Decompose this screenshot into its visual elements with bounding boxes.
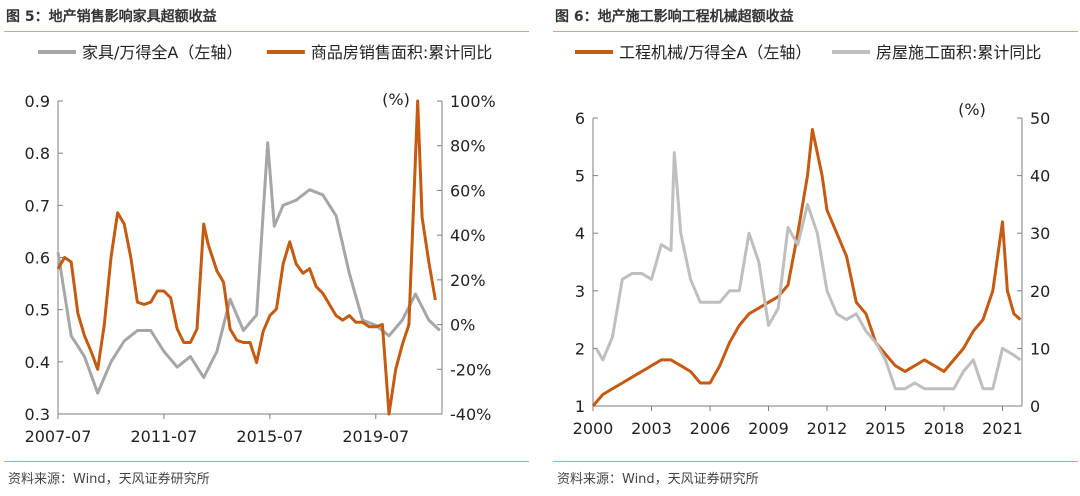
right-tick-label: 40 [1030,167,1050,186]
right-tick-label: 50 [1030,109,1050,128]
legend-label: 家具/万得全A（左轴） [82,43,242,62]
chart-title: 图 6：地产施工影响工程机械超额收益 [555,9,794,25]
x-tick-label: 2000 [573,419,614,438]
right-tick-label: 60% [450,181,486,200]
x-tick-label: 2021 [982,419,1023,438]
legend-item: 家具/万得全A（左轴） [38,43,242,62]
left-tick-label: 0.6 [25,249,50,268]
divider-bottom [553,461,1078,462]
left-tick-label: 2 [575,339,585,358]
left-tick-label: 6 [575,109,585,128]
left-tick-label: 1 [575,397,585,416]
right-tick-label: 0% [450,316,475,335]
x-tick-label: 2003 [631,419,672,438]
line-chart: 家具/万得全A（左轴） 商品房销售面积:累计同比 0.9 0.8 0.7 0.6 0.5 0.… [25,43,496,446]
legend-item: 工程机械/万得全A（左轴） [575,43,811,62]
right-tick-label: 10 [1030,339,1050,358]
left-tick-label: 0.8 [25,144,50,163]
right-tick-label: 100% [450,92,496,111]
source-note: 资料来源：Wind，天风证券研究所 [557,472,759,487]
left-tick-label: 0.4 [25,353,50,372]
series-line [56,99,437,416]
chart-panel-left: 图 5：地产销售影响家具超额收益 家具/万得全A（左轴） 商品房销售面积:累计同比… [4,0,529,496]
divider-top [553,31,1078,32]
series-line [594,151,1022,391]
right-tick-label: 0 [1030,397,1040,416]
x-tick-label: 2015 [865,419,906,438]
left-tick-label: 0.7 [25,196,50,215]
right-tick-label: -40% [450,405,491,424]
x-tick-label: 2006 [690,419,731,438]
left-tick-label: 0.3 [25,405,50,424]
x-tick-label: 2012 [807,419,848,438]
right-tick-label: 20% [450,271,486,290]
divider-bottom [4,461,529,462]
left-tick-label: 4 [575,224,585,243]
legend-label: 商品房销售面积:累计同比 [311,43,492,62]
left-tick-label: 0.9 [25,92,50,111]
unit-label: (%) [958,100,986,119]
divider-top [4,31,529,32]
x-tick-label: 2019-07 [342,427,409,446]
left-tick-label: 5 [575,167,585,186]
right-tick-label: -20% [450,360,491,379]
x-tick-label: 2018 [924,419,965,438]
chart-panel-right: 图 6：地产施工影响工程机械超额收益 工程机械/万得全A（左轴） 房屋施工面积:累… [553,0,1078,496]
legend-label: 房屋施工面积:累计同比 [876,43,1041,62]
series-line [56,141,441,395]
right-tick-label: 20 [1030,282,1050,301]
right-tick-label: 40% [450,226,486,245]
chart-title: 图 5：地产销售影响家具超额收益 [6,9,217,25]
unit-label: (%) [382,90,410,109]
legend-label: 工程机械/万得全A（左轴） [619,43,811,62]
x-tick-label: 2011-07 [131,427,198,446]
legend-item: 房屋施工面积:累计同比 [832,43,1041,62]
x-tick-label: 2007-07 [25,427,92,446]
x-tick-label: 2015-07 [236,427,303,446]
line-chart: 工程机械/万得全A（左轴） 房屋施工面积:累计同比 6 5 4 3 2 1 50 40 30 20 10… [573,43,1051,438]
left-tick-label: 0.5 [25,301,50,320]
left-tick-label: 3 [575,282,585,301]
right-tick-label: 30 [1030,224,1050,243]
legend-item: 商品房销售面积:累计同比 [266,43,492,62]
right-tick-label: 80% [450,137,486,156]
series-line [591,128,1022,407]
x-tick-label: 2009 [748,419,789,438]
source-note: 资料来源：Wind，天风证券研究所 [8,472,210,487]
